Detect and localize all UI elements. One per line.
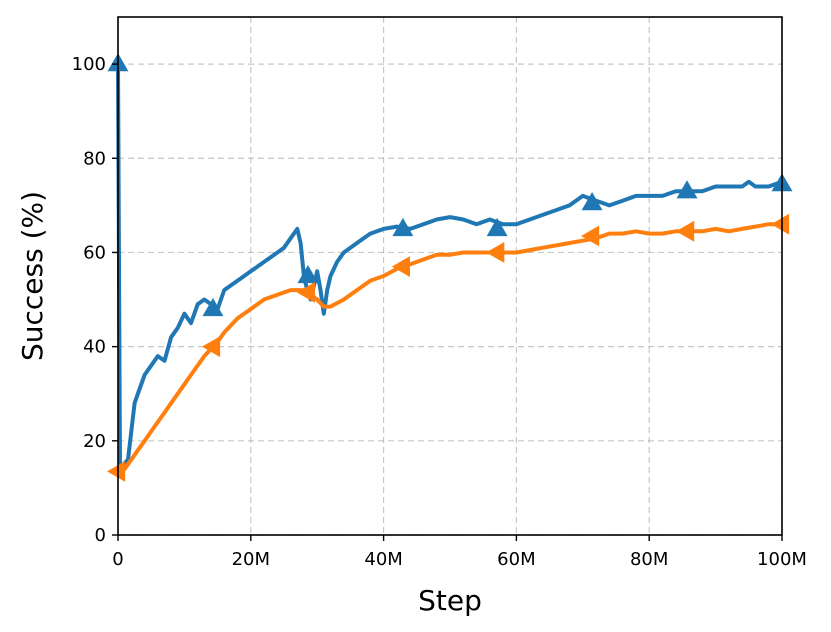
y-tick-label: 0: [95, 525, 106, 546]
series-layer: [107, 53, 793, 482]
y-tick-label: 100: [72, 54, 106, 75]
axis-ticks: 0 20M 40M 60M 80M 100M 0 20 40 60 80 100: [72, 54, 807, 570]
series-2-marker: [296, 282, 316, 303]
x-tick-label: 80M: [630, 549, 668, 570]
x-tick-label: 60M: [497, 549, 535, 570]
y-tick-label: 40: [83, 337, 106, 358]
grid-lines: [117, 17, 783, 536]
series-1-marker: [202, 298, 224, 317]
x-tick-label: 20M: [232, 549, 270, 570]
series-2: [107, 213, 790, 482]
series-1-line: [116, 62, 784, 472]
series-1-marker: [392, 217, 414, 237]
series-1-marker: [297, 265, 319, 284]
series-2-marker: [486, 242, 505, 263]
x-tick-label: 100M: [757, 549, 807, 570]
y-tick-label: 20: [83, 431, 106, 452]
y-tick-label: 60: [83, 242, 106, 263]
series-2-marker: [771, 213, 790, 235]
series-2-marker: [202, 336, 221, 358]
series-2-marker: [107, 461, 126, 482]
series-2-line: [116, 222, 784, 476]
x-tick-label: 0: [112, 549, 123, 570]
series-2-marker: [391, 256, 410, 277]
x-axis-label: Step: [418, 584, 482, 617]
y-axis-label: Success (%): [16, 191, 49, 361]
series-2-marker: [676, 220, 695, 242]
x-tick-label: 40M: [364, 549, 402, 570]
series-2-marker: [581, 225, 600, 247]
series-1-marker: [486, 217, 508, 237]
series-1-marker: [581, 192, 603, 211]
y-tick-label: 80: [83, 148, 106, 169]
plot-frame: [117, 16, 783, 536]
series-1-marker: [676, 180, 698, 199]
series-1: [107, 53, 793, 472]
